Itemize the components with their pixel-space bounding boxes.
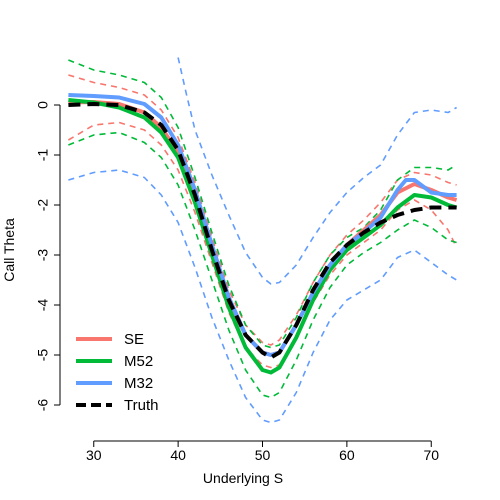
legend-label: Truth <box>124 397 158 414</box>
legend-label: M32 <box>124 375 153 392</box>
series-line-truth <box>68 102 457 360</box>
axis-layer: 30 40 50 60 70 0 -1 -2 -3 -4 -5 -6 <box>35 101 440 463</box>
series-line-se <box>68 100 458 357</box>
y-tick-label: -2 <box>35 199 51 212</box>
x-tick-label: 40 <box>170 447 186 463</box>
x-tick-label: 70 <box>423 447 439 463</box>
x-axis-label: Underlying S <box>203 470 283 486</box>
x-tick-label: 50 <box>255 447 271 463</box>
legend: SE M52 M32 Truth <box>76 331 158 414</box>
y-tick-label: -6 <box>35 399 51 412</box>
series-line-m32 <box>68 93 457 357</box>
x-tick-label: 60 <box>339 447 355 463</box>
series-line-m52-upper <box>68 59 458 349</box>
y-axis-label: Call Theta <box>1 218 17 282</box>
legend-label: SE <box>124 331 144 348</box>
series-layer <box>67 57 458 424</box>
series-line-m32-lower <box>68 169 458 424</box>
y-tick-label: -1 <box>35 149 51 162</box>
x-tick-label: 30 <box>86 447 102 463</box>
y-tick-label: -5 <box>35 349 51 362</box>
y-tick-label: -3 <box>35 249 51 262</box>
y-tick-label: 0 <box>35 101 51 109</box>
series-line-se-lower <box>67 121 458 369</box>
series-line-m32-upper <box>177 57 458 285</box>
series-line-m52 <box>68 98 458 375</box>
legend-label: M52 <box>124 353 153 370</box>
y-tick-label: -4 <box>35 299 51 312</box>
series-line-m52-lower <box>68 131 457 399</box>
